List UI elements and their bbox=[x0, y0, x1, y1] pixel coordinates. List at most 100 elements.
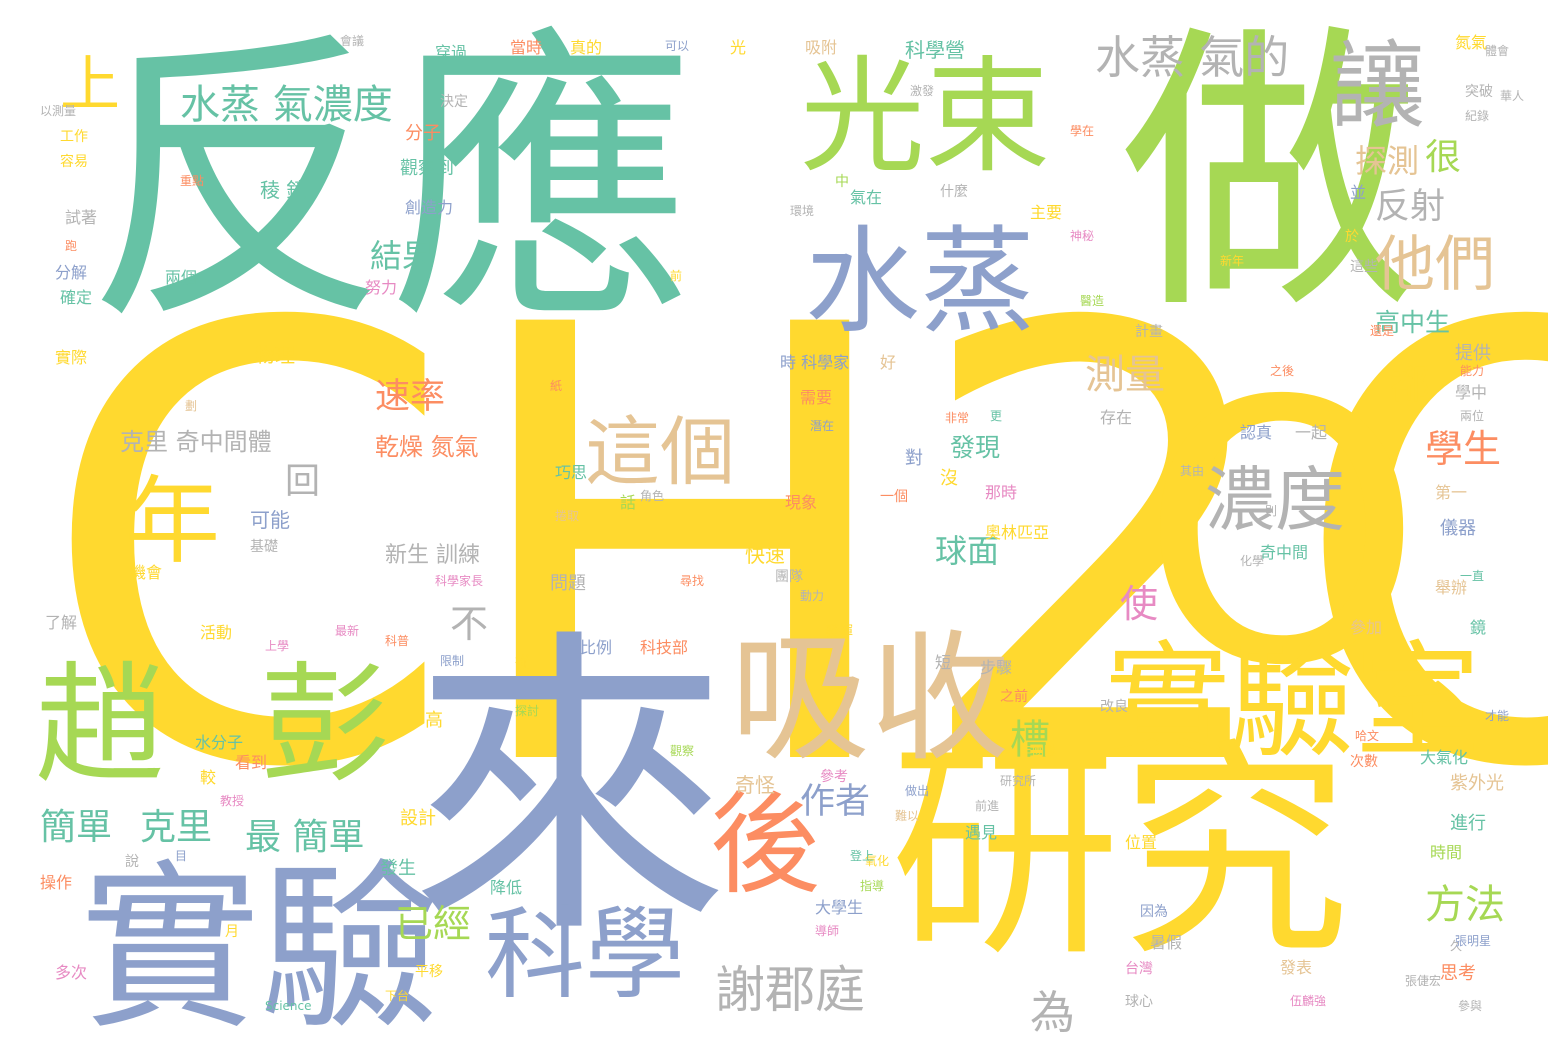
cloud-word: 前 bbox=[670, 269, 683, 283]
cloud-word: 學在 bbox=[1070, 124, 1095, 138]
cloud-word: 稜 鏡 bbox=[260, 178, 307, 202]
cloud-word: 實驗室 bbox=[1105, 630, 1480, 775]
cloud-word: 激發 bbox=[910, 84, 935, 98]
cloud-word: 化學 bbox=[1240, 554, 1265, 568]
cloud-word: 指導 bbox=[860, 879, 885, 893]
cloud-word: 反應 bbox=[85, 5, 695, 360]
cloud-word: 奧林匹亞 bbox=[985, 523, 1050, 542]
cloud-word: 參與 bbox=[1458, 999, 1483, 1013]
cloud-word: 學中 bbox=[1455, 383, 1488, 402]
cloud-word: 角色 bbox=[640, 489, 665, 503]
cloud-word: 已經 bbox=[395, 902, 472, 946]
cloud-word: 需要 bbox=[800, 388, 833, 407]
cloud-word: 水蒸 bbox=[805, 215, 1036, 349]
cloud-word: 觀察到 bbox=[400, 158, 454, 179]
cloud-word: 比例 bbox=[580, 638, 613, 657]
cloud-word: 說 bbox=[125, 854, 139, 870]
cloud-word: 導師 bbox=[815, 924, 840, 938]
cloud-word: 這些 bbox=[1350, 259, 1378, 275]
cloud-word: 水蒸 氣濃度 bbox=[180, 82, 393, 128]
cloud-word: 可能 bbox=[250, 508, 290, 532]
cloud-word: 科學 bbox=[485, 896, 685, 1013]
cloud-word: 問題 bbox=[550, 573, 586, 594]
cloud-word: 才能 bbox=[1485, 709, 1510, 723]
cloud-word: 創造力 bbox=[405, 198, 454, 217]
cloud-word: 難以 bbox=[895, 809, 920, 823]
cloud-word: 操作 bbox=[40, 873, 73, 892]
cloud-word: 哈文 bbox=[1355, 729, 1380, 743]
cloud-word: 那時 bbox=[985, 483, 1018, 502]
cloud-word: 非常 bbox=[945, 411, 970, 425]
cloud-word: 捲取 bbox=[555, 509, 580, 523]
cloud-word: 月 bbox=[225, 924, 239, 940]
cloud-word: 方法 bbox=[1425, 882, 1505, 928]
cloud-word: 什麼 bbox=[940, 184, 968, 200]
cloud-word: 最 簡單 bbox=[245, 817, 365, 858]
cloud-word: 研究所 bbox=[1000, 774, 1037, 788]
cloud-word: 科學營 bbox=[905, 38, 965, 62]
cloud-word: 作者 bbox=[800, 782, 871, 822]
cloud-word: 發生 bbox=[380, 858, 416, 879]
cloud-word: 光 bbox=[730, 38, 747, 57]
cloud-word: 機會 bbox=[130, 563, 163, 582]
cloud-word: 暑假 bbox=[1150, 933, 1183, 952]
cloud-word: 工作 bbox=[60, 129, 88, 145]
cloud-word: 下台 bbox=[385, 989, 410, 1003]
cloud-word: 大學生 bbox=[815, 898, 864, 917]
cloud-word: 回 bbox=[285, 462, 321, 502]
cloud-word: 基礎 bbox=[250, 539, 278, 555]
cloud-word: 動力 bbox=[800, 589, 825, 603]
cloud-word: 遇見 bbox=[965, 823, 998, 842]
cloud-word: 突破 bbox=[1465, 84, 1493, 100]
cloud-word: 醫造 bbox=[1080, 294, 1105, 308]
cloud-word: 後 bbox=[710, 781, 820, 909]
cloud-word: 台灣 bbox=[1125, 961, 1153, 977]
cloud-word: 吸收 bbox=[730, 618, 1011, 781]
cloud-word: 發揮 bbox=[825, 624, 853, 640]
cloud-word: 巧思 bbox=[555, 463, 588, 482]
cloud-word: 能力 bbox=[1460, 364, 1485, 378]
cloud-word: 並 bbox=[1350, 183, 1367, 202]
cloud-word: 設計 bbox=[400, 808, 436, 829]
cloud-word: 限制 bbox=[440, 654, 465, 668]
cloud-word: 時間 bbox=[1430, 843, 1463, 862]
cloud-word: 教授 bbox=[220, 794, 245, 808]
cloud-word: 進行 bbox=[1450, 813, 1486, 834]
cloud-word: CH2O bbox=[38, 200, 1548, 899]
cloud-word: 科技部 bbox=[640, 638, 689, 657]
cloud-word: 確定 bbox=[60, 288, 93, 307]
cloud-word: 快速 bbox=[745, 543, 785, 567]
cloud-word: 氮氣 bbox=[1455, 33, 1488, 52]
cloud-word: 最新 bbox=[335, 624, 360, 638]
cloud-word: 使 bbox=[1120, 582, 1159, 626]
cloud-word: 很 bbox=[1425, 137, 1462, 178]
cloud-word: 第一 bbox=[1435, 483, 1468, 502]
cloud-word: 觀察 bbox=[670, 744, 695, 758]
cloud-word: 其由 bbox=[1180, 464, 1205, 478]
cloud-word: 思考 bbox=[1440, 963, 1476, 984]
cloud-word: 參考 bbox=[820, 769, 848, 785]
cloud-word: 科普 bbox=[385, 634, 410, 648]
cloud-word: 真的 bbox=[570, 38, 603, 57]
cloud-word: 舉辦 bbox=[1435, 578, 1468, 597]
cloud-word: 研究 bbox=[890, 721, 1351, 988]
cloud-word: 前進 bbox=[975, 799, 1000, 813]
cloud-word: 決定 bbox=[440, 94, 468, 110]
cloud-word: 反射 bbox=[1375, 187, 1446, 227]
cloud-word: 活動 bbox=[200, 623, 233, 642]
cloud-word: 趙 bbox=[35, 649, 166, 801]
cloud-word: 話 bbox=[620, 493, 637, 512]
cloud-word: 可以 bbox=[665, 39, 690, 53]
cloud-word: 科學家長 bbox=[435, 574, 484, 588]
cloud-word: 好 bbox=[880, 353, 897, 372]
cloud-word: 他們 bbox=[1375, 230, 1495, 300]
cloud-word: 從 bbox=[515, 653, 532, 672]
cloud-word: 較 bbox=[200, 768, 217, 787]
cloud-word: 探測 bbox=[1355, 142, 1420, 180]
cloud-word: 濃度 bbox=[1205, 459, 1345, 541]
cloud-word: 克里 bbox=[140, 807, 213, 848]
cloud-word: 主要 bbox=[1030, 203, 1063, 222]
cloud-word: 團隊 bbox=[775, 569, 803, 585]
cloud-word: 跑 bbox=[65, 239, 78, 253]
